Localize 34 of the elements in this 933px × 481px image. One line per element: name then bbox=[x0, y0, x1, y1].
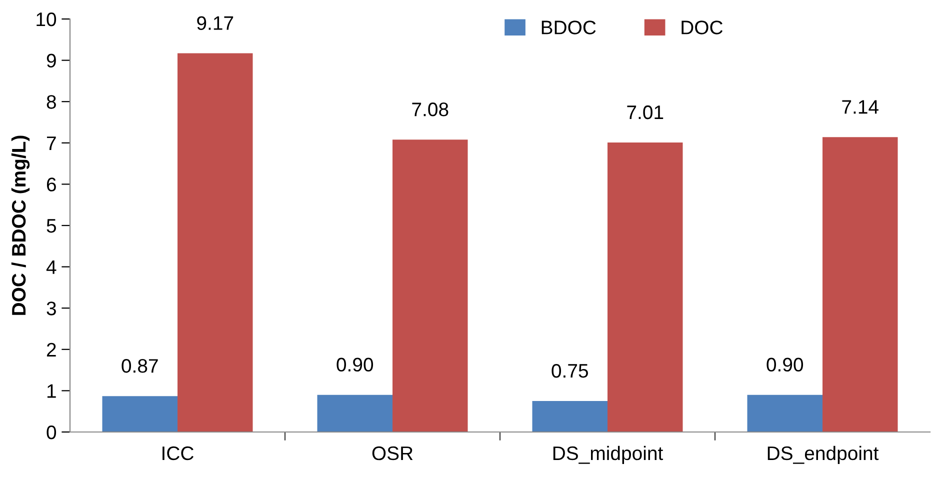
bar bbox=[747, 394, 822, 432]
data-label: 9.17 bbox=[197, 16, 234, 30]
bar bbox=[822, 137, 898, 432]
data-label: 7.01 bbox=[627, 105, 664, 120]
y-tick-label: 8 bbox=[46, 95, 56, 109]
y-tick-label: 10 bbox=[36, 12, 56, 26]
y-tick-label: 5 bbox=[46, 219, 56, 233]
data-label: 0.87 bbox=[122, 359, 158, 373]
bar bbox=[317, 394, 392, 432]
data-label: 0.90 bbox=[336, 358, 374, 372]
y-tick-label: 2 bbox=[46, 342, 56, 356]
x-tick-label: ICC bbox=[162, 446, 194, 460]
data-label: 7.14 bbox=[842, 100, 878, 114]
y-tick-label: 3 bbox=[46, 302, 56, 316]
data-label: 7.08 bbox=[412, 102, 448, 116]
data-label: 0.90 bbox=[766, 358, 804, 372]
y-tick-label: 4 bbox=[46, 260, 56, 274]
y-tick-label: 1 bbox=[47, 384, 56, 398]
y-axis-title: DOC / BDOC (mg/L) bbox=[11, 136, 30, 315]
x-tick-label: DS_midpoint bbox=[553, 446, 664, 464]
legend-label: BDOC bbox=[542, 20, 596, 34]
y-tick-label: 9 bbox=[46, 54, 56, 68]
data-label: 0.75 bbox=[552, 364, 588, 378]
bar bbox=[532, 401, 608, 432]
legend-label: DOC bbox=[682, 20, 723, 34]
y-tick-label: 0 bbox=[46, 425, 56, 440]
x-tick-label: DS_endpoint bbox=[768, 446, 879, 464]
bar bbox=[102, 396, 178, 432]
bar bbox=[178, 53, 253, 432]
y-tick-label: 6 bbox=[46, 178, 56, 192]
y-tick-label: 7 bbox=[46, 136, 56, 150]
bar bbox=[608, 142, 683, 432]
x-tick-label: OSR bbox=[372, 446, 413, 460]
bar bbox=[392, 140, 468, 432]
